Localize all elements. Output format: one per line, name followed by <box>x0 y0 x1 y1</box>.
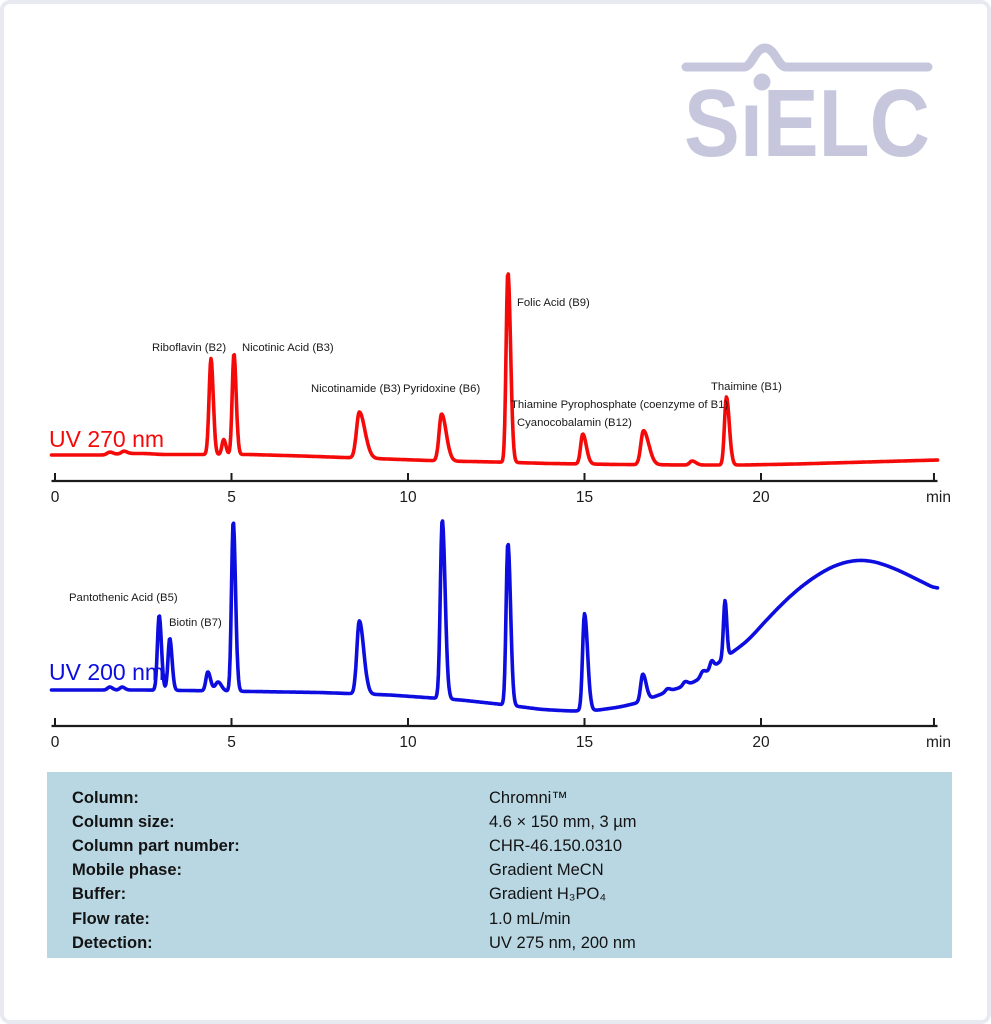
peak-label: Riboflavin (B2) <box>152 342 226 354</box>
peak-label: Cyanocobalamin (B12) <box>517 417 632 429</box>
method-row-buffer: Buffer: Gradient H₃PO₄ <box>72 883 952 907</box>
chromatogram-plot: 0 5 10 15 20 min UV 270 nm Riboflavin (B2) Nicot… <box>49 272 951 751</box>
series-label: UV 270 nm <box>49 426 164 452</box>
method-row-label: Column part number: <box>72 836 240 855</box>
peak-label: Folic Acid (B9) <box>517 297 590 309</box>
axis-tick-label: 20 <box>752 734 770 751</box>
method-row-part-number: Column part number: CHR-46.150.0310 <box>72 834 952 858</box>
axis-tick-label: 15 <box>576 489 593 506</box>
peak-label: Thaimine (B1) <box>711 381 782 393</box>
axis-tick-label: 0 <box>51 489 60 506</box>
peak-label: Pantothenic Acid (B5) <box>69 592 178 604</box>
method-row-label: Mobile phase: <box>72 861 183 880</box>
method-row-label: Flow rate: <box>72 909 150 928</box>
method-row-flow-rate: Flow rate: 1.0 mL/min <box>72 907 952 931</box>
method-row-value: UV 275 nm, 200 nm <box>489 933 636 952</box>
axis-tick-label: 5 <box>227 489 236 506</box>
peak-label: Thiamine Pyrophosphate (coenzyme of B1) <box>511 399 728 411</box>
method-row-value: 4.6 × 150 mm, 3 µm <box>489 812 637 831</box>
logo-i-dot-icon <box>753 73 771 91</box>
sielc-logo: SıELC <box>681 43 933 166</box>
uv-200-trace-curve <box>49 519 940 713</box>
axis-tick-label: 10 <box>399 489 417 506</box>
method-details-table: Column: Chromni™ Column size: 4.6 × 150 … <box>47 772 952 958</box>
method-row-label: Column: <box>72 788 139 807</box>
peak-label: Nicotinamide (B3) <box>311 383 401 395</box>
method-row-value: Chromni™ <box>489 788 568 807</box>
method-row-mobile-phase: Mobile phase: Gradient MeCN <box>72 859 952 883</box>
method-row-value: Gradient H₃PO₄ <box>489 885 607 904</box>
method-row-column: Column: Chromni™ <box>72 786 952 810</box>
method-row-value: CHR-46.150.0310 <box>489 836 622 855</box>
axis-tick-label: 10 <box>399 734 417 751</box>
method-row-label: Buffer: <box>72 885 127 904</box>
method-row-label: Detection: <box>72 933 153 952</box>
peak-label: Nicotinic Acid (B3) <box>242 342 334 354</box>
method-row-value: 1.0 mL/min <box>489 909 571 928</box>
method-row-value: Gradient MeCN <box>489 861 604 880</box>
axis-tick-label: 15 <box>576 734 593 751</box>
peak-label: Biotin (B7) <box>169 617 222 629</box>
series-label: UV 200 nm <box>49 659 164 685</box>
axis-tick-label: 5 <box>227 734 236 751</box>
method-row-column-size: Column size: 4.6 × 150 mm, 3 µm <box>72 810 952 834</box>
logo-peak-line-icon <box>681 43 933 72</box>
axis-unit-label: min <box>926 734 951 751</box>
method-row-label: Column size: <box>72 812 175 831</box>
uv-270-trace-curve <box>49 272 940 467</box>
sielc-logo-text: SıELC <box>684 70 930 166</box>
axis-tick-label: 20 <box>752 489 770 506</box>
method-row-detection: Detection: UV 275 nm, 200 nm <box>72 931 952 955</box>
axis-tick-label: 0 <box>51 734 60 751</box>
peak-label: Pyridoxine (B6) <box>403 383 480 395</box>
axis-unit-label: min <box>926 489 951 506</box>
